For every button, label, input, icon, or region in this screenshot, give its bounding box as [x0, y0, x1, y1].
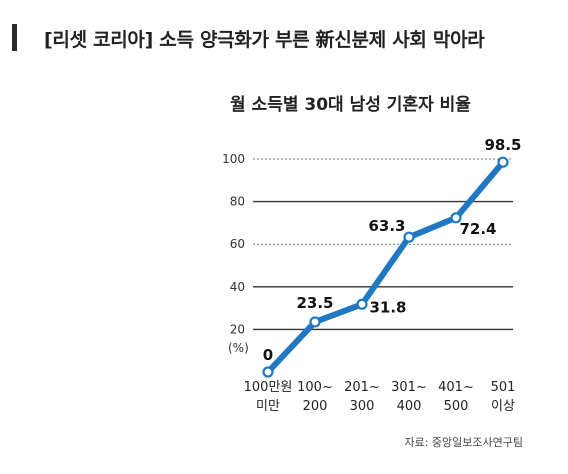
- data-point: [497, 156, 509, 168]
- article-headline: [리셋 코리아] 소득 양극화가 부른 新신분제 사회 막아라: [44, 29, 485, 51]
- y-axis-unit-label: (%): [228, 341, 249, 355]
- data-point: [262, 366, 274, 378]
- x-tick-label: 이상: [491, 399, 515, 414]
- data-point: [309, 316, 321, 328]
- x-tick-label: 501: [491, 380, 516, 395]
- data-label: 72.4: [459, 220, 496, 238]
- y-tick-label: 20: [230, 322, 245, 336]
- data-labels: 0 23.5 31.8 63.3 72.4 98.5: [263, 136, 522, 364]
- x-tick-label: 500: [444, 399, 469, 414]
- y-tick-label: 100: [222, 152, 245, 166]
- data-label: 23.5: [296, 294, 333, 312]
- data-points: [262, 156, 509, 378]
- x-tick-label: 301~: [391, 380, 427, 395]
- chart-title: 월 소득별 30대 남성 기혼자 비율: [230, 94, 471, 115]
- source-note: 자료: 중앙일보조사연구팀: [404, 435, 523, 449]
- headline-accent-bar: [12, 24, 17, 51]
- x-tick-label: 401~: [438, 380, 474, 395]
- data-point: [356, 298, 368, 310]
- y-tick-label: 60: [230, 237, 245, 251]
- x-tick-label: 300: [350, 399, 375, 414]
- x-tick-label: 200: [303, 399, 328, 414]
- data-point: [450, 212, 462, 224]
- x-tick-label: 미만: [256, 399, 280, 414]
- y-tick-label: 40: [230, 280, 245, 294]
- series-line-group: [265, 159, 506, 375]
- data-label: 31.8: [369, 298, 406, 316]
- y-tick-label: 80: [230, 195, 245, 209]
- x-tick-label: 201~: [344, 380, 380, 395]
- data-label: 63.3: [368, 217, 405, 235]
- x-tick-label: 400: [397, 399, 422, 414]
- x-tick-label: 100만원: [244, 380, 293, 395]
- data-label: 0: [263, 346, 273, 364]
- y-tick-labels: 20 40 60 80 100: [222, 152, 245, 336]
- data-label: 98.5: [484, 136, 521, 154]
- x-tick-label: 100~: [297, 380, 333, 395]
- data-point: [403, 231, 415, 243]
- series-line: [265, 159, 506, 375]
